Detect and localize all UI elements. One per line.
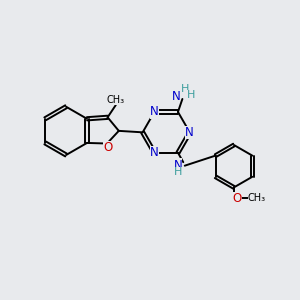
Text: N: N [150,146,159,159]
Text: H: H [181,84,190,94]
Text: N: N [172,89,180,103]
Text: O: O [233,192,242,205]
Text: N: N [150,105,159,119]
Text: CH₃: CH₃ [248,193,266,203]
Text: N: N [174,159,182,172]
Text: N: N [185,126,194,139]
Text: H: H [186,90,195,100]
Text: CH₃: CH₃ [107,94,125,105]
Text: H: H [174,167,182,178]
Text: O: O [103,141,112,154]
